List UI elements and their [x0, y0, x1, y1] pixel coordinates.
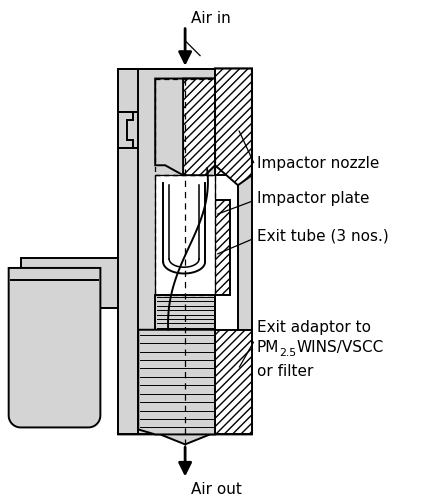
Polygon shape	[138, 68, 215, 434]
Text: Impactor plate: Impactor plate	[257, 190, 369, 206]
Polygon shape	[155, 175, 215, 295]
Polygon shape	[215, 330, 252, 434]
Polygon shape	[118, 112, 133, 148]
Polygon shape	[215, 200, 230, 295]
Text: Air in: Air in	[191, 11, 231, 26]
Polygon shape	[215, 68, 252, 185]
Text: Exit adaptor to: Exit adaptor to	[257, 320, 371, 336]
Polygon shape	[155, 295, 215, 330]
Polygon shape	[118, 68, 165, 434]
Text: Exit tube (3 nos.): Exit tube (3 nos.)	[257, 228, 388, 244]
Text: WINS/VSCC: WINS/VSCC	[297, 340, 384, 355]
Polygon shape	[215, 68, 252, 140]
Text: or filter: or filter	[257, 364, 313, 379]
Polygon shape	[138, 330, 215, 434]
Polygon shape	[118, 400, 252, 444]
Polygon shape	[21, 258, 118, 308]
Polygon shape	[215, 68, 252, 175]
Polygon shape	[238, 68, 252, 434]
Text: PM: PM	[257, 340, 279, 355]
Text: Air out: Air out	[191, 482, 242, 496]
Polygon shape	[118, 68, 252, 78]
Polygon shape	[118, 68, 140, 434]
Text: Impactor nozzle: Impactor nozzle	[257, 156, 379, 171]
Text: 2.5: 2.5	[279, 348, 296, 358]
Polygon shape	[118, 68, 140, 112]
Polygon shape	[9, 268, 101, 428]
Polygon shape	[118, 148, 140, 435]
Polygon shape	[155, 78, 215, 175]
Polygon shape	[183, 78, 215, 175]
